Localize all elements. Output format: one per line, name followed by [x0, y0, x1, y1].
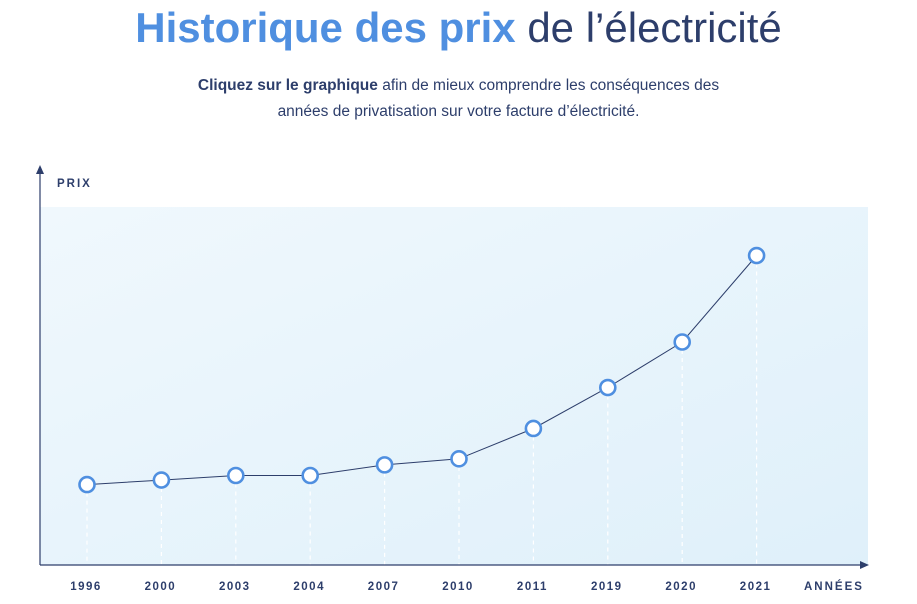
data-point-2007[interactable] [375, 456, 394, 474]
price-line [86, 255, 757, 486]
data-point-2021[interactable] [747, 246, 766, 265]
data-point-2010[interactable] [450, 450, 468, 468]
subtitle-bold: Cliquez sur le graphique [197, 77, 378, 94]
x-tick-2020: 2020 [665, 581, 697, 593]
x-tick-2003: 2003 [219, 581, 251, 593]
plot-area[interactable] [40, 207, 868, 565]
data-point-2020[interactable] [673, 333, 692, 351]
data-points[interactable] [78, 246, 766, 494]
subtitle-line-1: Cliquez sur le graphique afin de mieux c… [0, 73, 917, 99]
x-tick-2011: 2011 [517, 581, 548, 593]
page-subtitle: Cliquez sur le graphique afin de mieux c… [0, 73, 917, 125]
x-tick-labels: 1996 2000 2003 2004 2007 2010 2011 2019 2020 2021 [70, 581, 772, 593]
subtitle-line-1-rest: afin de mieux comprendre les conséquence… [377, 77, 720, 94]
x-tick-2004: 2004 [293, 581, 325, 593]
x-tick-2010: 2010 [442, 581, 474, 593]
x-tick-1996: 1996 [70, 581, 102, 593]
data-point-2000[interactable] [152, 471, 171, 489]
vertical-guides [86, 263, 758, 565]
data-point-2011[interactable] [524, 419, 543, 438]
y-axis-label: PRIX [57, 178, 92, 190]
y-axis-arrow [36, 165, 44, 174]
page-title-strong: Historique des prix [135, 4, 516, 51]
data-point-2004[interactable] [301, 466, 320, 485]
data-point-2019[interactable] [598, 378, 617, 397]
data-point-1996[interactable] [78, 475, 96, 494]
page-title: Historique des prix de l’électricité [0, 2, 917, 54]
x-tick-2007: 2007 [368, 581, 400, 593]
x-axis-arrow [860, 561, 869, 569]
x-axis-label: ANNÉES [804, 580, 864, 593]
x-tick-2021: 2021 [740, 581, 772, 593]
data-point-2003[interactable] [227, 466, 245, 485]
x-tick-2000: 2000 [145, 581, 177, 593]
subtitle-line-2: années de privatisation sur votre factur… [277, 103, 640, 120]
x-tick-2019: 2019 [591, 581, 623, 593]
page-title-rest: de l’électricité [515, 4, 782, 51]
